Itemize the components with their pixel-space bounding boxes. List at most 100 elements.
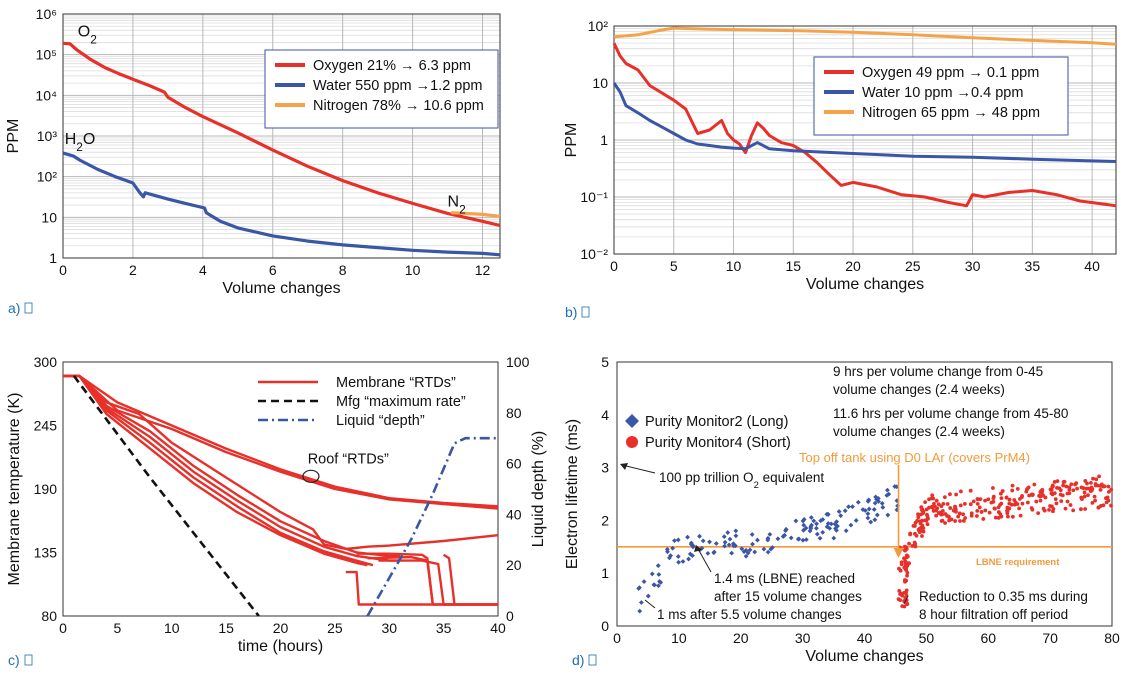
pm4-point <box>908 531 913 536</box>
pm2-point <box>850 504 855 510</box>
pm4-point <box>1020 501 1025 506</box>
pm2-point <box>664 546 670 552</box>
pm4-point <box>1096 505 1101 510</box>
pm2-point <box>675 537 681 543</box>
pm2-point <box>824 524 830 530</box>
x-tick-label: 20 <box>273 620 289 636</box>
pm4-point <box>919 505 924 510</box>
pm4-point <box>1082 490 1087 495</box>
rate-annotation-line1: 9 hrs per volume change from 0-45 <box>833 364 1043 379</box>
pm4-point <box>1060 493 1065 498</box>
pm4-point <box>907 561 911 566</box>
y-tick-label: 5 <box>601 354 609 370</box>
one-ms-arrow-line <box>644 599 656 609</box>
panel-label: d) <box>572 652 584 668</box>
x-axis-label: Volume changes <box>805 648 923 665</box>
pm4-point <box>1091 476 1095 481</box>
pm2-point <box>846 504 851 510</box>
pm2-point <box>637 585 642 591</box>
pm4-point <box>1084 486 1089 491</box>
y-tick-label: 10⁻² <box>580 246 608 262</box>
legend-label: Water 550 ppm →1.2 ppm <box>313 78 483 94</box>
panel-label: a) <box>8 300 20 316</box>
x-tick-label: 20 <box>733 630 749 646</box>
pm4-point <box>975 501 980 506</box>
pm2-point <box>690 543 696 549</box>
pm4-point <box>1018 513 1023 518</box>
pm4-point <box>989 500 994 505</box>
pm4-point <box>1092 494 1097 499</box>
pm2-point <box>809 522 814 528</box>
pm2-point <box>739 546 745 552</box>
x-tick-label: 5 <box>113 620 121 636</box>
legend-label: Oxygen 49 ppm → 0.1 ppm <box>862 65 1039 81</box>
pm2-point <box>848 522 854 528</box>
pm2-point <box>725 530 731 535</box>
legend-marker-pm4 <box>626 436 638 448</box>
x-tick-label: 0 <box>59 262 67 278</box>
liquid-depth-line <box>366 436 498 617</box>
pm4-point <box>1049 491 1054 496</box>
series-line-0 <box>62 41 501 228</box>
pm4-point <box>999 514 1004 519</box>
x-tick-label: 10 <box>726 258 742 274</box>
pm4-point <box>897 589 902 593</box>
pm4-point <box>991 486 995 490</box>
pm4-point <box>903 559 907 563</box>
y2-tick-label: 0 <box>506 608 514 624</box>
pm2-point <box>817 535 823 541</box>
pm2-point <box>884 492 890 498</box>
y-tick-label: 300 <box>34 354 58 370</box>
pm2-point <box>672 538 677 544</box>
pm4-point <box>975 514 979 518</box>
pm4-point <box>979 510 984 514</box>
pm4-point <box>1036 511 1041 516</box>
panel-b: 10⁻² 10⁻¹ 1 10 10² 0 5 10 15 20 25 30 35 40 Volume cha… <box>563 18 1117 320</box>
pm4-point <box>911 523 916 528</box>
pm2-point <box>768 546 774 552</box>
pm4-point <box>1042 508 1047 513</box>
pm4-point <box>1094 477 1099 482</box>
pm4-point <box>1040 491 1044 495</box>
pm4-point <box>916 512 920 517</box>
o2-arrow-head <box>620 463 628 470</box>
x-tick-label: 0 <box>59 620 67 636</box>
x-tick-label: 70 <box>1042 630 1058 646</box>
pm4-point <box>1090 487 1095 491</box>
pm4-point <box>1037 493 1042 498</box>
pm2-point <box>820 517 826 522</box>
pm2-point <box>811 518 817 524</box>
pm4-point <box>921 511 925 516</box>
membrane-rtd-curve <box>367 555 434 605</box>
pm4-point <box>920 534 924 538</box>
y2-tick-label: 100 <box>506 354 530 370</box>
pm4-point <box>936 502 941 507</box>
panel-label: b) <box>565 304 577 320</box>
pm4-point <box>958 503 963 508</box>
pm4-point <box>1015 502 1020 506</box>
x-tick-label: 40 <box>857 630 873 646</box>
x-tick-label: 6 <box>269 262 277 278</box>
pm4-point <box>1048 487 1053 492</box>
plot-frame <box>62 13 501 259</box>
pm4-point <box>1102 484 1107 489</box>
x-tick-label: 0 <box>610 258 618 274</box>
pm2-point <box>705 550 711 556</box>
pm4-point <box>1071 488 1076 493</box>
pm4-point <box>1007 501 1012 506</box>
pm4-point <box>904 590 908 595</box>
pm4-point <box>898 598 903 603</box>
lbne-requirement-label: LBNE requirement <box>976 557 1060 568</box>
pm4-point <box>1061 483 1066 488</box>
lbne-arrow-line <box>696 546 712 573</box>
pm2-point <box>676 559 681 565</box>
pm4-point <box>921 529 926 534</box>
o2-arrow-line <box>621 464 656 474</box>
pm2-point <box>767 531 773 537</box>
pm4-point <box>903 561 908 566</box>
pm4-point <box>1017 506 1022 511</box>
pm4-point <box>931 508 936 513</box>
pm2-point <box>793 518 799 524</box>
pm2-point <box>801 527 806 533</box>
